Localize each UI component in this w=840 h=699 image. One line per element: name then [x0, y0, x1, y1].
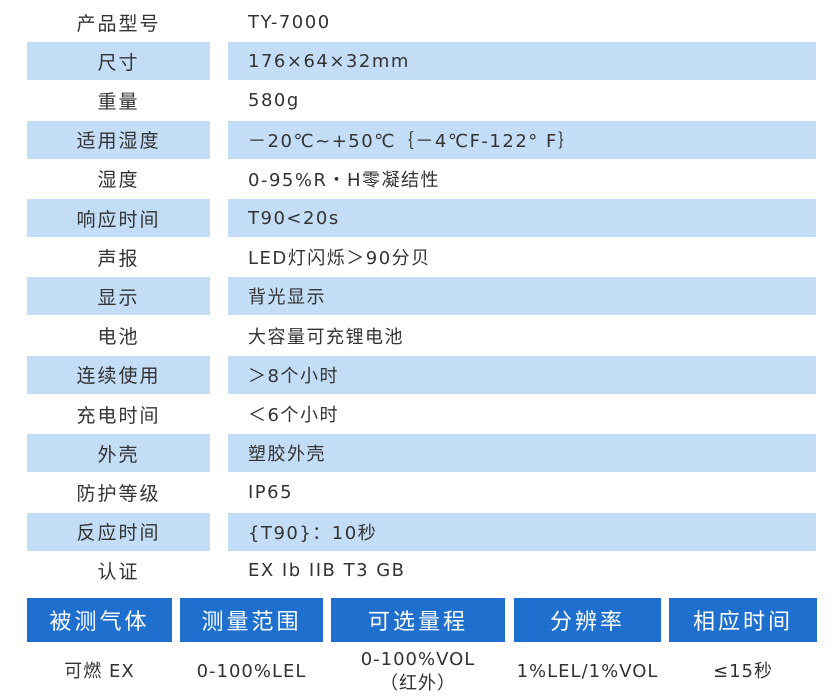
spec-row: 响应时间 T90<20s [0, 198, 840, 237]
spec-label: 显示 [27, 277, 210, 316]
spec-label: 重量 [97, 90, 140, 113]
spec-row: 防护等级 IP65 [0, 472, 840, 511]
spec-value: 背光显示 [228, 277, 816, 316]
header-response-time: 相应时间 [669, 598, 817, 642]
spec-row: 适用湿度 －20℃~+50℃｛－4℃F-122° F｝ [0, 120, 840, 159]
spec-value: －20℃~+50℃｛－4℃F-122° F｝ [228, 120, 816, 159]
spec-label: 声报 [97, 247, 140, 270]
spec-row: 电池 大容量可充锂电池 [0, 316, 840, 355]
spec-value: 塑胶外壳 [228, 434, 816, 473]
spec-value: EX Ib IIB T3 GB [248, 560, 406, 582]
cell-text: 可燃 EX [64, 661, 135, 682]
header-optional-range: 可选量程 [331, 598, 505, 642]
header-gas: 被测气体 [27, 598, 172, 642]
spec-value: LED灯闪烁＞90分贝 [248, 248, 431, 270]
cell-response-time: ≤15秒 [669, 648, 817, 696]
spec-row: 认证 EX Ib IIB T3 GB [0, 551, 840, 590]
spec-label: 防护等级 [76, 482, 161, 505]
spec-value: 大容量可充锂电池 [248, 326, 404, 348]
cell-resolution: 1%LEL/1%VOL [514, 648, 661, 696]
spec-row: 声报 LED灯闪烁＞90分贝 [0, 237, 840, 276]
spec-row: 湿度 0-95%R・H零凝结性 [0, 159, 840, 198]
spec-value: {T90}：10秒 [228, 512, 816, 551]
cell-text: ≤15秒 [713, 661, 773, 682]
spec-row: 重量 580g [0, 80, 840, 119]
spec-label: 响应时间 [27, 199, 210, 237]
spec-value: ＜6个小时 [248, 405, 339, 426]
cell-text: 1%LEL/1%VOL [516, 661, 659, 682]
cell-text: 0-100%LEL [196, 661, 307, 682]
spec-value: IP65 [248, 481, 294, 503]
spec-row: 尺寸 176×64×32mm [0, 41, 840, 81]
spec-label: 尺寸 [27, 42, 210, 81]
spec-row: 充电时间 ＜6个小时 [0, 394, 840, 433]
cell-range: 0-100%LEL [180, 648, 323, 696]
spec-row: 反应时间 {T90}：10秒 [0, 512, 840, 551]
spec-label: 连续使用 [27, 355, 210, 394]
header-resolution: 分辨率 [514, 598, 661, 642]
spec-value: 0-95%R・H零凝结性 [248, 169, 440, 191]
spec-value: ＞8个小时 [228, 355, 816, 394]
spec-label: 反应时间 [27, 512, 210, 551]
cell-text: 0-100%VOL [360, 649, 476, 670]
spec-row: 外壳 塑胶外壳 [0, 433, 840, 473]
spec-value: T90<20s [228, 199, 816, 237]
spec-label: 认证 [97, 561, 140, 584]
spec-value: 580g [248, 89, 300, 111]
cell-gas: 可燃 EX [27, 648, 172, 696]
cell-note: （红外） [380, 673, 456, 694]
spec-row: 产品型号 TY-7000 [0, 2, 840, 41]
spec-label: 外壳 [27, 434, 210, 473]
spec-value: TY-7000 [248, 11, 331, 33]
spec-value: 176×64×32mm [228, 42, 816, 81]
cell-optional-range: 0-100%VOL （红外） [331, 648, 505, 696]
spec-label: 产品型号 [76, 12, 161, 35]
spec-row: 显示 背光显示 [0, 276, 840, 316]
spec-label: 湿度 [97, 169, 140, 192]
header-range: 测量范围 [180, 598, 323, 642]
spec-label: 电池 [97, 326, 140, 349]
spec-row: 连续使用 ＞8个小时 [0, 355, 840, 394]
spec-label: 充电时间 [76, 404, 161, 427]
spec-label: 适用湿度 [27, 120, 210, 159]
